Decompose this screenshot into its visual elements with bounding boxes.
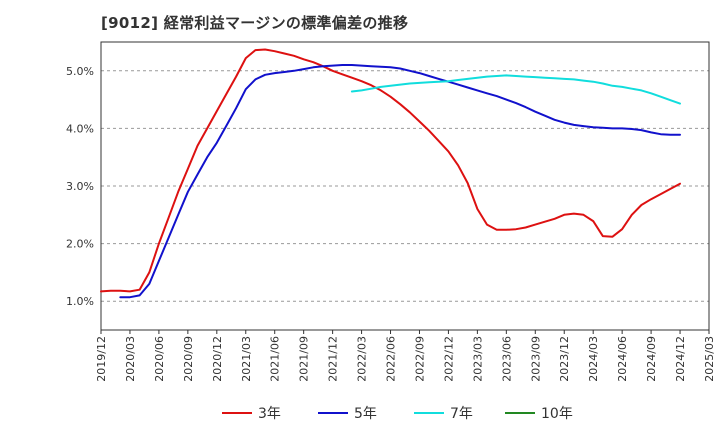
legend-item: 10年 xyxy=(505,406,573,422)
x-tick-label: 2022/12 xyxy=(442,336,455,382)
legend-label: 3年 xyxy=(258,406,281,422)
series-layer xyxy=(100,48,681,299)
y-tick-label: 5.0% xyxy=(66,65,94,78)
x-tick-label: 2023/03 xyxy=(471,336,484,382)
legend-label: 7年 xyxy=(450,406,473,422)
x-tick-label: 2020/06 xyxy=(153,336,166,382)
y-axis: 1.0% 2.0% 3.0% 4.0% 5.0% xyxy=(66,65,94,308)
y-tick-label: 1.0% xyxy=(66,295,94,308)
y-tick-label: 4.0% xyxy=(66,122,94,135)
x-tick-label: 2020/09 xyxy=(182,336,195,382)
x-tick-label: 2021/09 xyxy=(298,336,311,382)
x-tick-label: 2025/03 xyxy=(703,336,716,382)
x-tick-label: 2021/06 xyxy=(269,336,282,382)
legend-label: 5年 xyxy=(354,406,377,422)
x-tick-label: 2021/12 xyxy=(327,336,340,382)
x-tick-label: 2022/06 xyxy=(385,336,398,382)
series-line-1 xyxy=(119,64,681,299)
legend: 3年 5年 7年 10年 xyxy=(222,406,573,422)
x-axis: 2019/12 2020/03 2020/06 2020/09 2020/12 2021/… xyxy=(95,330,716,382)
series-line-0 xyxy=(100,48,681,293)
x-tick-label: 2020/03 xyxy=(124,336,137,382)
x-tick-label: 2023/09 xyxy=(529,336,542,382)
legend-label: 10年 xyxy=(541,406,573,422)
chart-title: [9012] 経常利益マージンの標準偏差の推移 xyxy=(101,14,409,32)
y-tick-label: 2.0% xyxy=(66,238,94,251)
legend-item: 5年 xyxy=(318,406,377,422)
x-tick-label: 2022/09 xyxy=(413,336,426,382)
x-tick-label: 2022/03 xyxy=(356,336,369,382)
legend-item: 7年 xyxy=(414,406,473,422)
x-tick-label: 2024/09 xyxy=(645,336,658,382)
x-tick-label: 2024/03 xyxy=(587,336,600,382)
x-tick-label: 2019/12 xyxy=(95,336,108,382)
y-tick-label: 3.0% xyxy=(66,180,94,193)
x-tick-label: 2024/12 xyxy=(674,336,687,382)
x-tick-label: 2021/03 xyxy=(240,336,253,382)
x-tick-label: 2023/12 xyxy=(558,336,571,382)
x-tick-label: 2024/06 xyxy=(616,336,629,382)
series-line-2 xyxy=(350,74,681,105)
x-tick-label: 2020/12 xyxy=(211,336,224,382)
x-tick-label: 2023/06 xyxy=(500,336,513,382)
plot-frame xyxy=(100,41,710,331)
legend-item: 3年 xyxy=(222,406,281,422)
